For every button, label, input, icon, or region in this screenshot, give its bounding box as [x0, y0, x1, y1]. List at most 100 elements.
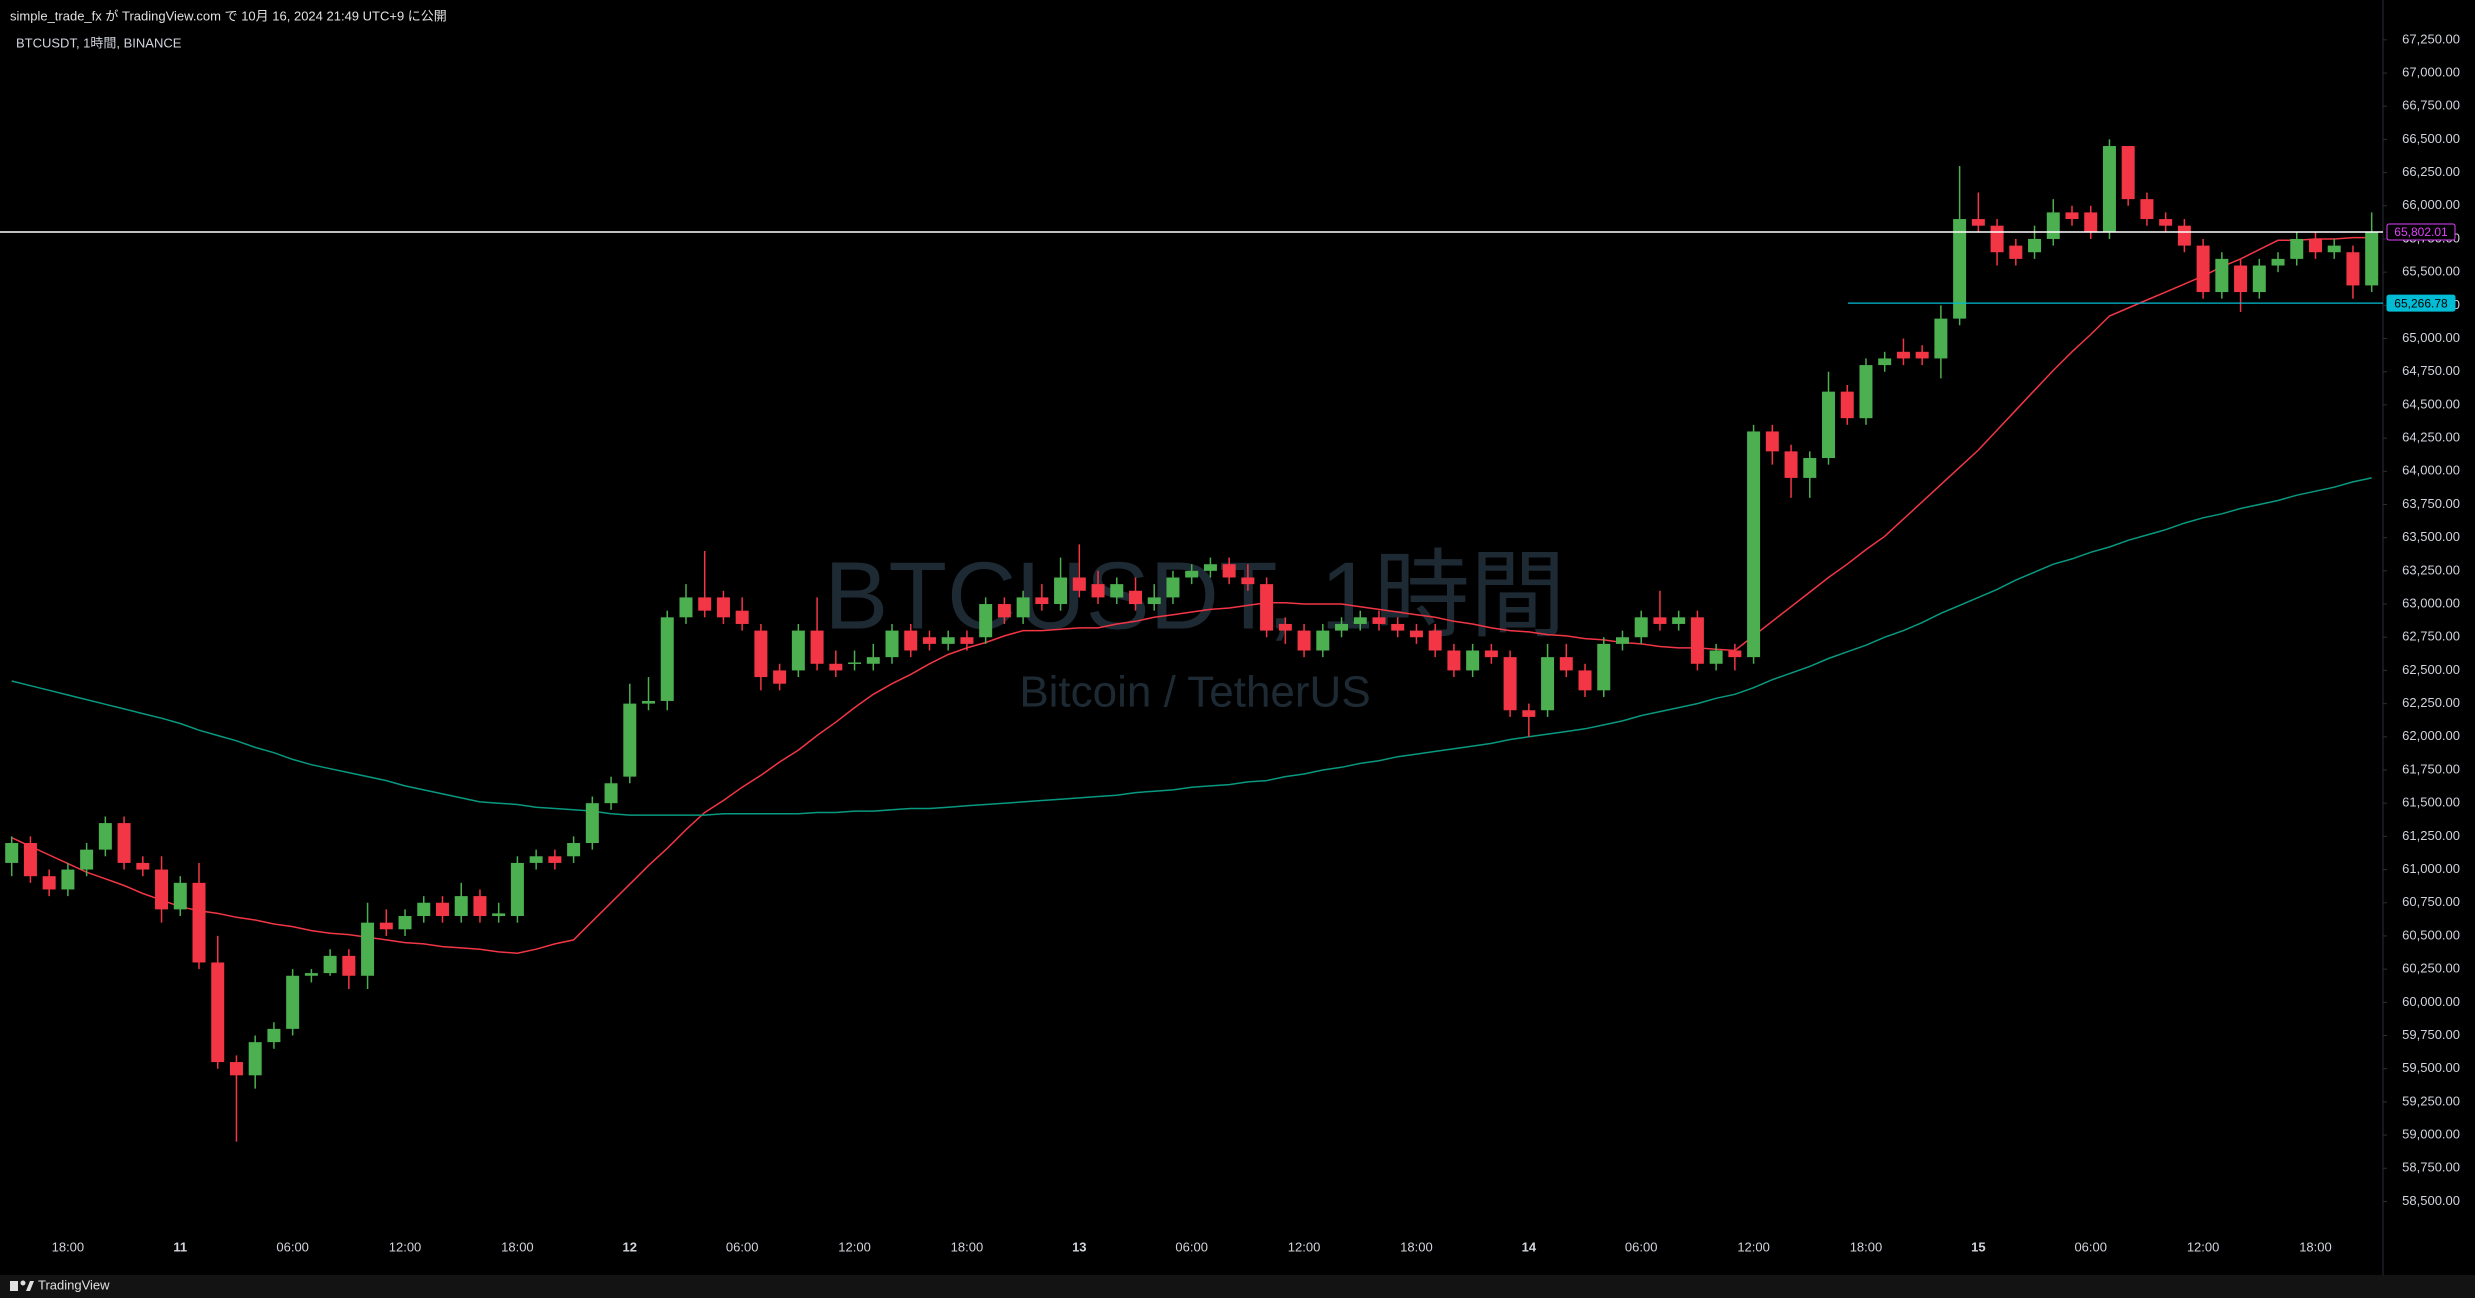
- candle-body: [1447, 650, 1461, 671]
- candle-body: [435, 902, 449, 917]
- candle-body: [23, 843, 37, 877]
- footer-brand: TradingView: [38, 1277, 110, 1292]
- candle-body: [679, 597, 693, 618]
- x-tick-label: 15: [1971, 1239, 1985, 1254]
- watermark-subtitle: Bitcoin / TetherUS: [1019, 668, 1370, 717]
- price-label: 65,266.78: [2394, 296, 2448, 310]
- x-tick-label: 12:00: [389, 1239, 422, 1254]
- candle-body: [1297, 630, 1311, 651]
- candle-body: [623, 703, 637, 777]
- y-tick-label: 67,250.00: [2402, 31, 2460, 46]
- candle-body: [61, 869, 75, 890]
- y-tick-label: 63,500.00: [2402, 529, 2460, 544]
- candle-body: [1203, 564, 1217, 571]
- y-tick-label: 67,000.00: [2402, 64, 2460, 79]
- candle-body: [1391, 623, 1405, 631]
- x-tick-label: 14: [1522, 1239, 1537, 1254]
- candle-body: [1316, 630, 1330, 651]
- y-tick-label: 60,250.00: [2402, 961, 2460, 976]
- candle-body: [1990, 225, 2004, 253]
- candle-body: [1110, 584, 1124, 598]
- candle-body: [1372, 617, 1386, 624]
- x-tick-label: 18:00: [951, 1239, 984, 1254]
- y-tick-label: 62,500.00: [2402, 662, 2460, 677]
- candle-body: [492, 913, 506, 917]
- candle-body: [1859, 365, 1873, 419]
- candle-body: [1016, 597, 1030, 618]
- candle-body: [192, 882, 206, 963]
- candle-body: [716, 597, 730, 618]
- x-tick-label: 18:00: [1850, 1239, 1883, 1254]
- candle-body: [1765, 431, 1779, 452]
- y-tick-label: 60,750.00: [2402, 894, 2460, 909]
- publisher-note: simple_trade_fx が TradingView.com で 10月 …: [10, 8, 447, 23]
- candle-body: [1559, 657, 1573, 671]
- candle-body: [1503, 657, 1517, 711]
- candle-body: [1728, 650, 1742, 658]
- x-tick-label: 18:00: [1400, 1239, 1433, 1254]
- y-tick-label: 63,000.00: [2402, 595, 2460, 610]
- candle-body: [848, 662, 862, 664]
- candle-body: [960, 637, 974, 644]
- y-tick-label: 61,250.00: [2402, 828, 2460, 843]
- candle-body: [1466, 650, 1480, 671]
- candle-body: [510, 862, 524, 917]
- candle-body: [2327, 245, 2341, 253]
- candle-body: [1690, 617, 1704, 664]
- candle-body: [2009, 245, 2023, 259]
- candle-body: [1335, 623, 1349, 631]
- candle-body: [1166, 577, 1180, 598]
- candle-body: [1653, 617, 1667, 624]
- candle-body: [342, 955, 356, 976]
- candle-body: [2215, 258, 2229, 293]
- candle-body: [80, 849, 94, 870]
- candle-body: [2177, 225, 2191, 246]
- candle-body: [2102, 146, 2116, 233]
- candle-body: [1934, 318, 1948, 359]
- candle-body: [2271, 258, 2285, 266]
- moving-average-line: [11, 477, 2372, 816]
- candle-body: [155, 869, 169, 910]
- y-tick-label: 62,750.00: [2402, 629, 2460, 644]
- candle-body: [417, 902, 431, 917]
- x-tick-label: 06:00: [1625, 1239, 1658, 1254]
- candle-body: [754, 630, 768, 678]
- x-tick-label: 12:00: [1288, 1239, 1321, 1254]
- candle-body: [1803, 458, 1817, 478]
- candle-body: [2121, 146, 2135, 200]
- candle-body: [2290, 238, 2304, 259]
- candle-body: [2346, 252, 2360, 286]
- y-tick-label: 66,500.00: [2402, 131, 2460, 146]
- candle-body: [248, 1042, 262, 1076]
- candle-body: [1709, 650, 1723, 664]
- candle-body: [98, 823, 112, 850]
- candle-body: [5, 843, 19, 863]
- y-tick-label: 64,250.00: [2402, 430, 2460, 445]
- candle-body: [136, 862, 150, 870]
- candle-body: [735, 610, 749, 624]
- candle-body: [1185, 570, 1199, 578]
- candle-body: [1409, 630, 1423, 638]
- candle-body: [379, 922, 393, 930]
- candle-body: [1035, 597, 1049, 605]
- candle-body: [1522, 710, 1536, 717]
- candle-body: [1915, 351, 1929, 359]
- y-tick-label: 66,750.00: [2402, 98, 2460, 113]
- y-tick-label: 66,250.00: [2402, 164, 2460, 179]
- candle-body: [548, 856, 562, 863]
- x-tick-label: 06:00: [276, 1239, 309, 1254]
- y-tick-label: 61,000.00: [2402, 861, 2460, 876]
- y-tick-label: 63,250.00: [2402, 562, 2460, 577]
- y-tick-label: 60,000.00: [2402, 994, 2460, 1009]
- y-tick-label: 58,500.00: [2402, 1193, 2460, 1208]
- candle-body: [1822, 391, 1836, 459]
- candle-body: [904, 630, 918, 651]
- candle-body: [1615, 637, 1629, 644]
- x-tick-label: 18:00: [501, 1239, 534, 1254]
- candle-body: [173, 882, 187, 910]
- candle-body: [2308, 238, 2322, 253]
- candle-body: [829, 663, 843, 671]
- x-tick-label: 12:00: [1737, 1239, 1770, 1254]
- candle-body: [585, 803, 599, 844]
